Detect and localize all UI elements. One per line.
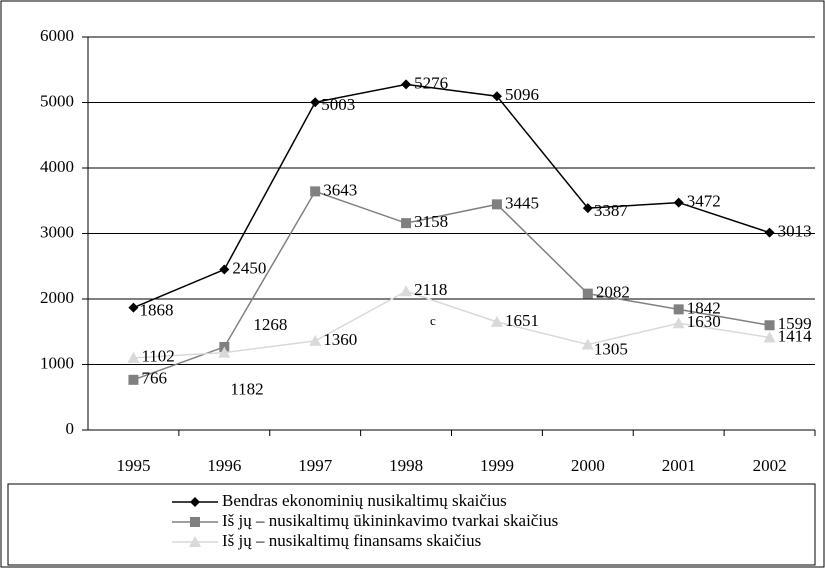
series-line	[133, 290, 770, 359]
data-label: 2118	[414, 280, 447, 299]
data-label: 2082	[596, 283, 630, 302]
data-label: 3445	[505, 193, 539, 212]
marker	[400, 285, 413, 297]
marker	[310, 97, 321, 108]
data-label: 1630	[687, 312, 721, 331]
x-tick-label: 1996	[207, 456, 241, 475]
marker	[491, 91, 502, 102]
legend-label: Iš jų – nusikaltimų finansams skaičius	[222, 531, 481, 550]
marker	[673, 197, 684, 208]
marker	[764, 227, 775, 238]
x-tick-label: 2002	[753, 456, 787, 475]
y-tick-label: 0	[66, 419, 75, 438]
y-tick-label: 3000	[40, 222, 74, 241]
marker	[401, 79, 412, 90]
data-label: 1268	[253, 315, 287, 334]
series-line	[133, 190, 770, 381]
marker	[128, 374, 139, 385]
marker	[763, 331, 776, 343]
marker	[581, 338, 594, 350]
data-label: 1842	[687, 298, 721, 317]
data-label: 1305	[594, 339, 628, 358]
marker	[190, 517, 200, 527]
marker	[672, 317, 685, 329]
data-label: 1360	[323, 330, 357, 349]
data-label: 1651	[505, 311, 539, 330]
marker	[190, 497, 200, 507]
marker	[128, 302, 139, 313]
marker	[310, 186, 321, 197]
y-tick-label: 4000	[40, 157, 74, 176]
x-tick-label: 1998	[389, 456, 423, 475]
x-tick-label: 2000	[571, 456, 605, 475]
series-line	[133, 83, 770, 309]
data-label: 766	[141, 369, 167, 388]
legend-label: Bendras ekonominių nusikaltimų skaičius	[222, 491, 507, 510]
y-tick-label: 1000	[40, 353, 74, 372]
data-label: 1414	[778, 326, 813, 345]
annotation: c	[430, 313, 436, 328]
data-label: 3158	[414, 212, 448, 231]
data-label: 5096	[505, 85, 539, 104]
marker	[764, 320, 775, 331]
data-label: 3472	[687, 191, 721, 210]
marker	[189, 536, 201, 547]
marker	[309, 334, 322, 346]
data-label: 2450	[232, 258, 266, 277]
data-label: 3013	[778, 222, 812, 241]
y-tick-label: 5000	[40, 91, 74, 110]
marker	[219, 264, 230, 275]
x-tick-label: 1995	[116, 456, 150, 475]
data-label: 1599	[778, 314, 812, 333]
y-tick-label: 2000	[40, 288, 74, 307]
data-label: 5276	[414, 73, 448, 92]
x-tick-label: 1997	[298, 456, 333, 475]
x-tick-label: 1999	[480, 456, 514, 475]
marker	[218, 346, 231, 358]
data-label: 1868	[139, 301, 173, 320]
data-label: 3387	[594, 201, 629, 220]
marker	[582, 288, 593, 299]
legend-label: Iš jų – nusikaltimų ūkininkavimo tvarkai…	[222, 511, 558, 530]
data-label: 1102	[141, 347, 174, 366]
x-tick-label: 2001	[662, 456, 696, 475]
marker	[673, 304, 684, 315]
y-tick-label: 6000	[40, 26, 74, 45]
data-label: 1182	[230, 379, 263, 398]
data-label: 5003	[321, 95, 355, 114]
marker	[127, 351, 140, 363]
marker	[401, 218, 412, 229]
legend-box	[7, 483, 816, 566]
marker	[490, 315, 503, 327]
marker	[582, 203, 593, 214]
data-label: 3643	[323, 180, 357, 199]
marker	[491, 199, 502, 210]
